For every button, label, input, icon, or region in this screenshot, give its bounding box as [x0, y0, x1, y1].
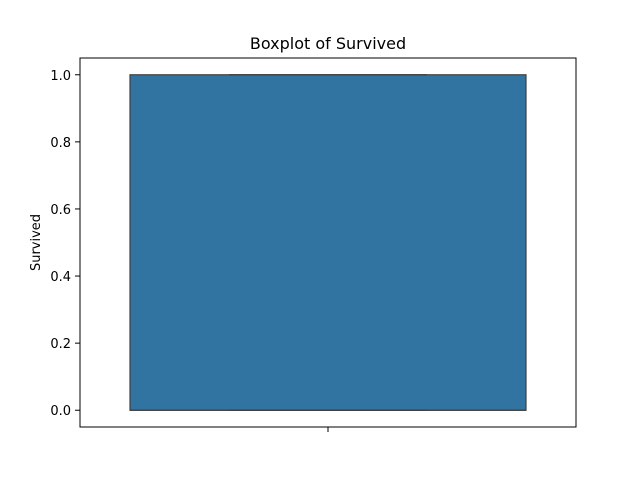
chart-title: Boxplot of Survived: [250, 34, 406, 53]
y-tick-label: 0.4: [50, 270, 71, 285]
y-tick-label: 0.0: [50, 404, 71, 419]
y-tick-label: 0.2: [50, 337, 71, 352]
box-body: [129, 74, 527, 411]
y-axis-ticks: 0.0 0.2 0.4 0.6 0.8 1.0: [50, 69, 80, 419]
y-axis-label: Survived: [29, 214, 44, 271]
y-tick-label: 0.8: [50, 136, 71, 151]
y-tick-label: 1.0: [50, 69, 71, 84]
y-tick-label: 0.6: [50, 203, 71, 218]
